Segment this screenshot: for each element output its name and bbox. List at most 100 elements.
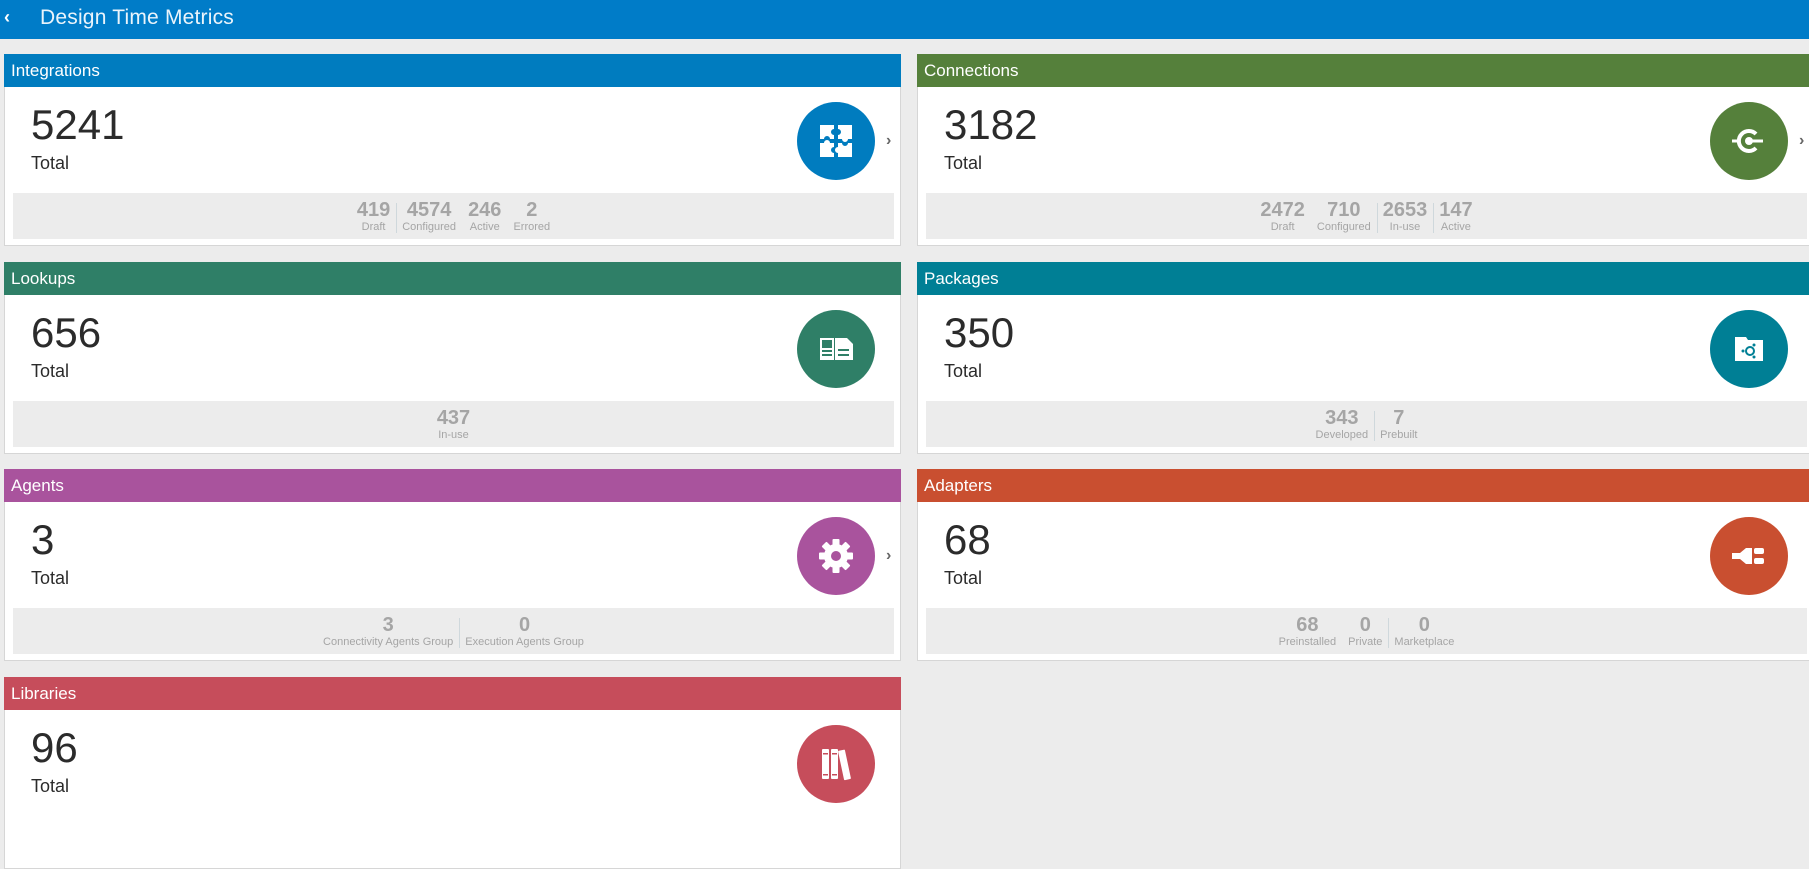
card-integrations: Integrations 5241 Total › 419 Draft 4574 C…	[4, 54, 901, 246]
puzzle-icon	[820, 125, 852, 157]
stat-value: 7	[1393, 406, 1405, 429]
books-icon	[822, 749, 851, 781]
stat-value: 4574	[406, 198, 452, 221]
stat-configured: 710 Configured	[1311, 199, 1377, 234]
stat-marketplace: 0 Marketplace	[1388, 614, 1460, 649]
card-header: Agents	[4, 469, 901, 502]
stats-bar: 3 Connectivity Agents Group 0 Execution Ag…	[13, 608, 894, 654]
stat-label: Prebuilt	[1380, 428, 1418, 441]
stat-label: Errored	[513, 220, 551, 233]
card-connections: Connections 3182 Total › 2472 Draft 710 Co…	[917, 54, 1809, 246]
total-label: Total	[31, 361, 70, 381]
stat-private: 0 Private	[1342, 614, 1388, 649]
chevron-right-icon[interactable]: ›	[886, 547, 892, 564]
card-header: Libraries	[4, 677, 901, 710]
stat-label: Preinstalled	[1278, 635, 1337, 648]
stat-errored: 2 Errored	[507, 199, 556, 234]
card-adapters: Adapters 68 Total 68 Preinstalled 0 Privat…	[917, 469, 1809, 661]
card-header: Adapters	[917, 469, 1809, 502]
stat-label: Marketplace	[1394, 635, 1455, 648]
agents-icon-button[interactable]	[797, 517, 875, 595]
total-value: 3	[31, 516, 55, 563]
stat-label: Connectivity Agents Group	[323, 635, 454, 648]
stats-bar: 437 In-use	[13, 401, 894, 447]
stat-active: 246 Active	[462, 199, 507, 234]
connections-icon-button[interactable]	[1710, 102, 1788, 180]
stat-label: Private	[1348, 635, 1383, 648]
stat-value: 3	[382, 613, 394, 636]
card-packages: Packages 350 Total 343 Developed 7 Prebuil…	[917, 262, 1809, 454]
stat-value: 419	[356, 198, 391, 221]
stat-prebuilt: 7 Prebuilt	[1374, 407, 1423, 442]
stat-label: Configured	[402, 220, 457, 233]
gear-icon	[819, 539, 853, 573]
back-icon[interactable]: ‹	[4, 7, 10, 27]
stat-label: Active	[469, 220, 500, 233]
card-lookups: Lookups 656 Total 437 In-use	[4, 262, 901, 454]
stat-draft: 419 Draft	[351, 199, 396, 234]
total-label: Total	[31, 776, 70, 796]
stat-label: Developed	[1315, 428, 1369, 441]
stat-label: Draft	[1270, 220, 1295, 233]
stats-bar: 343 Developed 7 Prebuilt	[926, 401, 1807, 447]
stat-active: 147 Active	[1433, 199, 1478, 234]
stat-value: 2472	[1260, 198, 1305, 221]
lookup-table-icon	[820, 338, 853, 360]
stat-label: Configured	[1316, 220, 1371, 233]
chevron-right-icon[interactable]: ›	[1799, 132, 1805, 149]
stat-value: 2653	[1382, 198, 1428, 221]
total-value: 5241	[31, 101, 125, 148]
stat-label: Draft	[361, 220, 386, 233]
total-value: 350	[944, 309, 1015, 356]
total-value: 3182	[944, 101, 1038, 148]
integrations-icon-button[interactable]	[797, 102, 875, 180]
stat-preinstalled: 68 Preinstalled	[1273, 614, 1342, 649]
stat-value: 0	[519, 613, 531, 636]
stat-label: In-use	[1389, 220, 1421, 233]
package-folder-icon	[1735, 337, 1763, 361]
total-label: Total	[31, 153, 70, 173]
chevron-right-icon[interactable]: ›	[886, 132, 892, 149]
libraries-icon-button[interactable]	[797, 725, 875, 803]
stat-configured: 4574 Configured	[396, 199, 462, 234]
stat-value: 68	[1296, 613, 1319, 636]
card-agents: Agents 3 Total › 3 Connectivity Agents Gr…	[4, 469, 901, 661]
connection-icon	[1732, 129, 1763, 153]
total-label: Total	[31, 568, 70, 588]
card-header: Lookups	[4, 262, 901, 295]
total-value: 656	[31, 309, 102, 356]
lookups-icon-button[interactable]	[797, 310, 875, 388]
stat-developed: 343 Developed	[1310, 407, 1375, 442]
stat-label: In-use	[438, 428, 469, 441]
total-label: Total	[944, 568, 983, 588]
card-header: Integrations	[4, 54, 901, 87]
adapters-icon-button[interactable]	[1710, 517, 1788, 595]
stat-in-use: 2653 In-use	[1376, 198, 1434, 234]
stat-value: 2	[526, 198, 538, 221]
stat-value: 710	[1327, 198, 1361, 221]
total-label: Total	[944, 361, 983, 381]
stat-value: 343	[1325, 406, 1359, 429]
stat-value: 0	[1418, 613, 1430, 636]
total-label: Total	[944, 153, 983, 173]
card-libraries: Libraries 96 Total	[4, 677, 901, 869]
top-bar: ‹ Design Time Metrics	[0, 0, 1809, 39]
stat-value: 437	[436, 406, 471, 429]
stat-execution-agents-group: 0 Execution Agents Group	[459, 614, 590, 649]
card-header: Packages	[917, 262, 1809, 295]
stat-label: Active	[1440, 220, 1471, 233]
stat-draft: 2472 Draft	[1254, 199, 1311, 234]
stat-in-use: 437 In-use	[431, 407, 476, 442]
stat-value: 0	[1359, 613, 1371, 636]
total-value: 96	[31, 724, 78, 771]
stat-value: 147	[1439, 198, 1473, 221]
plug-icon	[1732, 548, 1764, 564]
total-value: 68	[944, 516, 991, 563]
stat-label: Execution Agents Group	[465, 635, 584, 648]
stats-bar: 2472 Draft 710 Configured 2653 In-use 147 Ac…	[926, 193, 1807, 239]
page-title: Design Time Metrics	[40, 6, 235, 29]
card-header: Connections	[917, 54, 1809, 87]
stats-bar: 68 Preinstalled 0 Private 0 Marketplace	[926, 608, 1807, 654]
stats-bar: 419 Draft 4574 Configured 246 Active 2 Error…	[13, 193, 894, 239]
packages-icon-button[interactable]	[1710, 310, 1788, 388]
